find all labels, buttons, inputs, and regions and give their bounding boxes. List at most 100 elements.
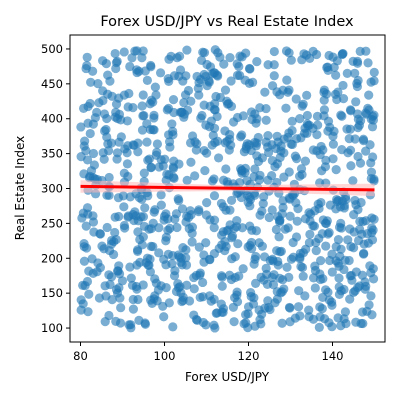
- scatter-point: [228, 117, 239, 127]
- scatter-point: [179, 98, 189, 108]
- scatter-point: [318, 274, 328, 284]
- scatter-point: [244, 63, 255, 74]
- scatter-point: [224, 270, 235, 280]
- scatter-point: [113, 193, 124, 203]
- scatter-point: [146, 162, 156, 172]
- scatter-point: [324, 50, 334, 61]
- scatter-point: [137, 53, 147, 63]
- scatter-point: [173, 194, 183, 204]
- scatter-point: [169, 107, 179, 118]
- x-tick-label: 120: [238, 349, 260, 363]
- scatter-point: [123, 211, 133, 221]
- scatter-point: [80, 136, 90, 146]
- scatter-point: [168, 95, 179, 105]
- scatter-point: [241, 318, 251, 328]
- scatter-point: [199, 48, 210, 58]
- scatter-point: [181, 253, 191, 263]
- scatter-point: [357, 307, 368, 317]
- scatter-point: [220, 138, 230, 148]
- scatter-point: [282, 262, 292, 272]
- scatter-point: [159, 312, 169, 322]
- scatter-point: [88, 66, 98, 76]
- y-axis-label: Real Estate Index: [13, 136, 27, 241]
- plot-area: [76, 45, 379, 333]
- scatter-point: [184, 223, 194, 234]
- scatter-point: [124, 88, 134, 99]
- scatter-point: [316, 141, 326, 152]
- scatter-point: [261, 115, 271, 125]
- scatter-point: [272, 131, 282, 141]
- scatter-point: [166, 51, 176, 61]
- scatter-point: [151, 150, 161, 160]
- scatter-point: [122, 148, 132, 158]
- scatter-point: [110, 212, 120, 222]
- scatter-point: [344, 134, 354, 144]
- scatter-point: [226, 76, 236, 86]
- scatter-point: [88, 148, 99, 159]
- scatter-point: [213, 153, 224, 163]
- scatter-point: [345, 105, 356, 115]
- scatter-point: [293, 302, 304, 312]
- scatter-point: [79, 256, 89, 266]
- scatter-point: [268, 81, 278, 91]
- scatter-point: [365, 140, 375, 150]
- scatter-point: [182, 211, 192, 221]
- scatter-point: [111, 63, 121, 74]
- scatter-point: [349, 210, 359, 220]
- scatter-point: [206, 116, 216, 126]
- scatter-point: [168, 162, 178, 172]
- scatter-point: [285, 303, 295, 313]
- scatter-point: [352, 109, 363, 119]
- scatter-point: [316, 256, 326, 266]
- scatter-point: [340, 307, 351, 317]
- scatter-point: [140, 203, 150, 213]
- chart-title: Forex USD/JPY vs Real Estate Index: [100, 14, 354, 30]
- scatter-point: [333, 313, 343, 323]
- scatter-point: [345, 224, 355, 234]
- scatter-point: [130, 207, 140, 217]
- scatter-point: [294, 286, 304, 296]
- scatter-point: [327, 300, 337, 310]
- scatter-point: [235, 164, 246, 174]
- scatter-point: [77, 213, 87, 223]
- x-tick-label: 100: [154, 349, 176, 363]
- scatter-point: [304, 238, 314, 248]
- scatter-point: [261, 263, 271, 273]
- scatter-point: [194, 207, 204, 217]
- scatter-point: [331, 165, 341, 175]
- scatter-point: [334, 282, 344, 292]
- scatter-point: [198, 292, 208, 302]
- scatter-point: [345, 294, 355, 304]
- scatter-point: [167, 119, 177, 129]
- scatter-point: [270, 162, 280, 172]
- scatter-point: [321, 285, 331, 295]
- scatter-point: [340, 255, 350, 265]
- scatter-point: [274, 232, 284, 242]
- scatter-point: [114, 283, 124, 293]
- scatter-point: [288, 237, 298, 248]
- scatter-point: [334, 273, 344, 283]
- scatter-point: [277, 287, 287, 297]
- scatter-point: [367, 310, 377, 320]
- scatter-point: [363, 58, 373, 68]
- scatter-point: [104, 172, 114, 183]
- scatter-point: [199, 145, 209, 156]
- scatter-point: [251, 251, 261, 262]
- scatter-point: [128, 304, 138, 314]
- scatter-point: [195, 74, 206, 85]
- scatter-point: [190, 171, 200, 181]
- scatter-point: [258, 198, 268, 209]
- scatter-point: [353, 235, 364, 246]
- scatter-point: [182, 280, 192, 290]
- scatter-point: [209, 123, 220, 133]
- scatter-point: [139, 168, 149, 178]
- scatter-point: [172, 222, 182, 233]
- scatter-point: [251, 278, 261, 288]
- scatter-point: [226, 195, 237, 206]
- scatter-point: [264, 212, 274, 223]
- scatter-point: [227, 231, 238, 241]
- scatter-point: [225, 129, 235, 140]
- scatter-point: [252, 57, 262, 67]
- scatter-point: [346, 161, 356, 171]
- scatter-point: [83, 118, 93, 128]
